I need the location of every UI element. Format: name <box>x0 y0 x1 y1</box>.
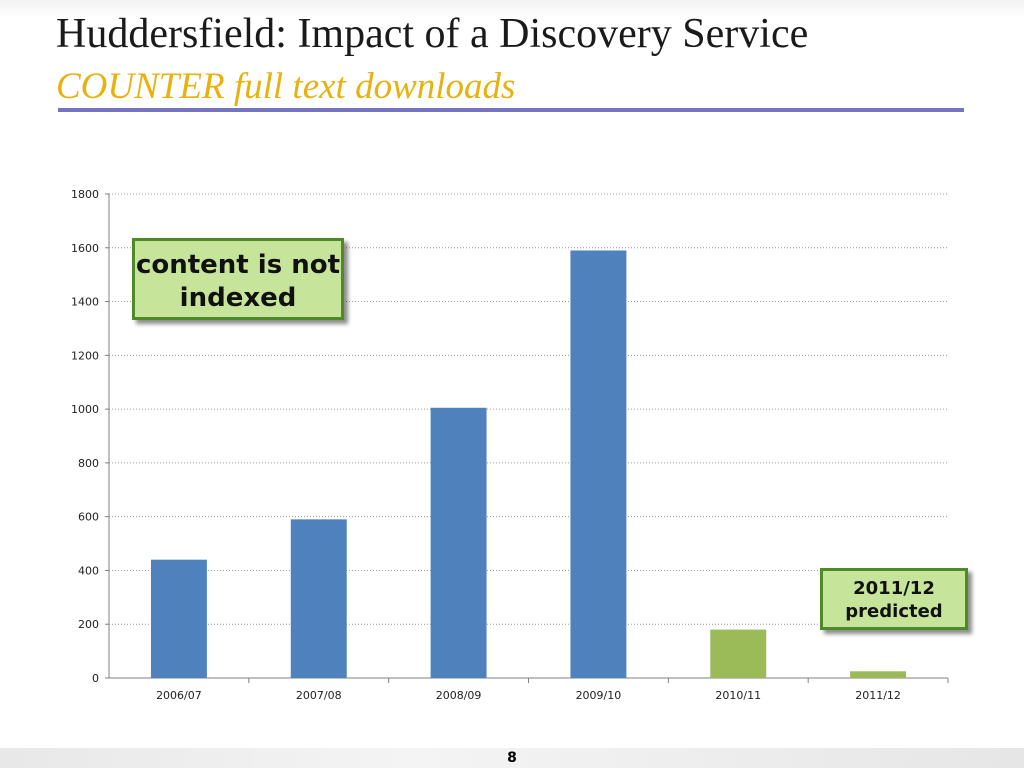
callout-content-not-indexed: content is not indexed <box>132 238 344 320</box>
bar-2010-11 <box>710 629 767 678</box>
x-tick-label: 2008/09 <box>436 689 482 702</box>
slide-title: Huddersfield: Impact of a Discovery Serv… <box>56 11 809 57</box>
y-tick-label: 400 <box>78 564 99 577</box>
x-tick-label: 2007/08 <box>296 689 342 702</box>
bar-2008-09 <box>430 407 487 678</box>
y-tick-label: 1000 <box>71 403 99 416</box>
bar-2011-12 <box>850 671 907 678</box>
footer-band <box>0 748 1024 768</box>
title-underline <box>58 108 964 112</box>
bar-chart: 0 200 400 600 800 1000 1200 1400 1600 1800 2006/07… <box>71 188 949 702</box>
y-tick-label: 0 <box>92 672 99 685</box>
y-tick-label: 600 <box>78 511 99 524</box>
y-tick-label: 1200 <box>71 349 99 362</box>
callout-predicted: 2011/12 predicted <box>820 568 968 630</box>
slide-subtitle: COUNTER full text downloads <box>56 66 516 107</box>
bar-2009-10 <box>570 250 627 678</box>
x-tick-label: 2010/11 <box>715 689 761 702</box>
y-tick-label: 800 <box>78 457 99 470</box>
bar-2006-07 <box>150 559 207 678</box>
x-tick-label: 2009/10 <box>576 689 622 702</box>
top-bar <box>0 0 1024 18</box>
y-tick-label: 1400 <box>71 296 99 309</box>
y-tick-label: 1800 <box>71 188 99 201</box>
page-number: 8 <box>507 750 517 766</box>
y-tick-label: 200 <box>78 618 99 631</box>
y-tick-label: 1600 <box>71 242 99 255</box>
x-tick-label: 2006/07 <box>156 689 202 702</box>
x-tick-label: 2011/12 <box>855 689 901 702</box>
bar-2007-08 <box>290 519 347 678</box>
